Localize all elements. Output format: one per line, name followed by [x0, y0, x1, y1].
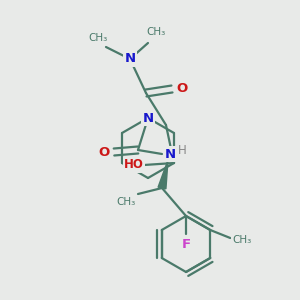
- Text: CH₃: CH₃: [146, 27, 166, 37]
- Text: CH₃: CH₃: [88, 33, 108, 43]
- Text: O: O: [176, 82, 188, 95]
- Text: F: F: [182, 238, 190, 250]
- Text: N: N: [142, 112, 154, 124]
- Text: H: H: [178, 143, 186, 157]
- Polygon shape: [158, 160, 168, 189]
- Text: N: N: [164, 148, 175, 160]
- Text: CH₃: CH₃: [232, 235, 252, 245]
- Text: O: O: [98, 146, 110, 158]
- Text: HO: HO: [124, 158, 144, 172]
- Text: N: N: [124, 52, 136, 65]
- Text: CH₃: CH₃: [116, 197, 136, 207]
